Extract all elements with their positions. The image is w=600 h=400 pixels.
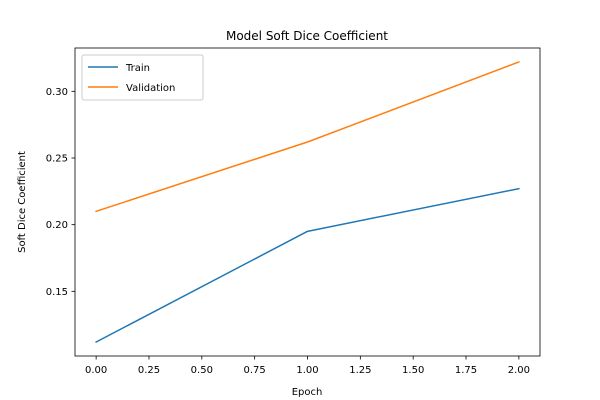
y-tick-label: 0.15 <box>46 287 68 298</box>
x-tick-label: 2.00 <box>508 365 530 376</box>
x-tick-label: 1.25 <box>349 365 371 376</box>
plot-area: 0.00 0.25 0.50 0.75 1.00 1.25 1.50 1.75 2.00 0.1… <box>46 47 541 376</box>
legend-label-validation: Validation <box>126 83 175 94</box>
y-axis-label: Soft Dice Coefficient <box>17 151 28 253</box>
x-tick-label: 0.00 <box>85 365 107 376</box>
x-tick-label: 1.75 <box>455 365 477 376</box>
x-axis-label: Epoch <box>292 387 323 398</box>
x-tick-label: 1.50 <box>402 365 424 376</box>
legend: Train Validation <box>81 54 204 101</box>
y-tick-label: 0.25 <box>46 154 68 165</box>
x-tick-label: 0.50 <box>191 365 213 376</box>
series-line-validation <box>95 61 520 213</box>
chart-title: Model Soft Dice Coefficient <box>226 29 388 43</box>
legend-label-train: Train <box>125 63 150 74</box>
series-line-train <box>95 187 520 344</box>
y-tick-label: 0.20 <box>46 220 68 231</box>
x-tick-label: 0.25 <box>138 365 160 376</box>
x-tick-label: 1.00 <box>296 365 318 376</box>
y-axis-ticks: 0.15 0.20 0.25 0.30 <box>46 87 75 298</box>
x-axis-ticks: 0.00 0.25 0.50 0.75 1.00 1.25 1.50 1.75 2.00 <box>85 356 530 376</box>
y-tick-label: 0.30 <box>46 87 68 98</box>
series-layer <box>95 61 520 344</box>
x-tick-label: 0.75 <box>244 365 266 376</box>
